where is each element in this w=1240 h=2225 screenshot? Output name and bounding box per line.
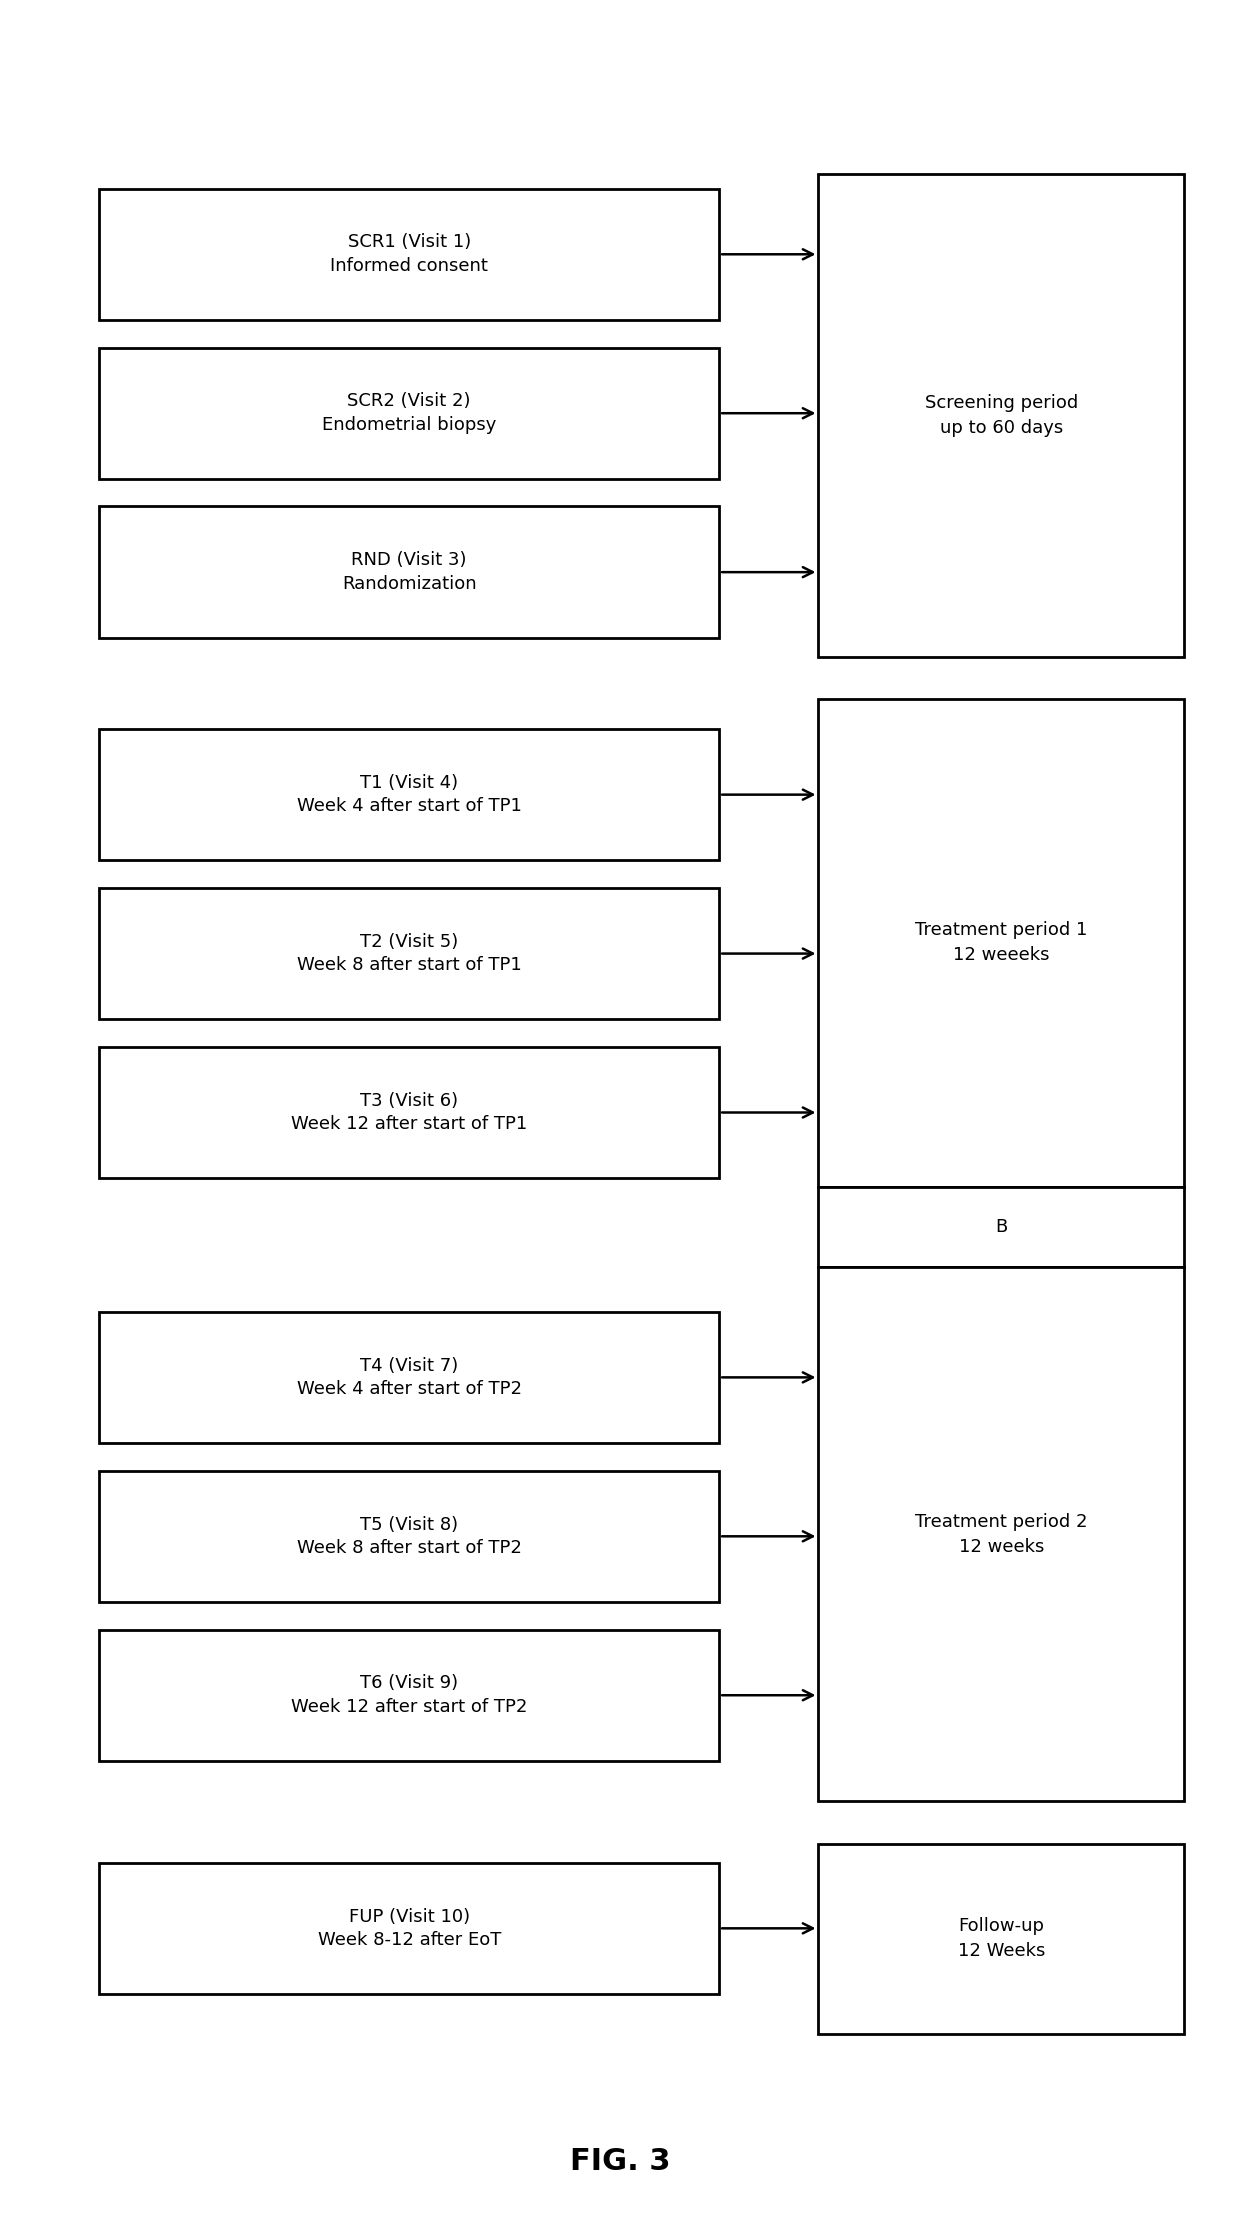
Text: FIG. 3: FIG. 3 bbox=[569, 2147, 671, 2176]
Text: Follow-up
12 Weeks: Follow-up 12 Weeks bbox=[957, 1918, 1045, 1960]
Text: T2 (Visit 5)
Week 8 after start of TP1: T2 (Visit 5) Week 8 after start of TP1 bbox=[296, 932, 522, 975]
Text: SCR1 (Visit 1)
Informed consent: SCR1 (Visit 1) Informed consent bbox=[330, 234, 489, 276]
FancyBboxPatch shape bbox=[818, 1186, 1184, 1268]
FancyBboxPatch shape bbox=[99, 1862, 719, 1994]
FancyBboxPatch shape bbox=[818, 174, 1184, 656]
FancyBboxPatch shape bbox=[818, 699, 1184, 1186]
Text: Treatment period 1
12 weeeks: Treatment period 1 12 weeeks bbox=[915, 921, 1087, 963]
FancyBboxPatch shape bbox=[99, 1471, 719, 1602]
FancyBboxPatch shape bbox=[99, 189, 719, 320]
Text: SCR2 (Visit 2)
Endometrial biopsy: SCR2 (Visit 2) Endometrial biopsy bbox=[322, 392, 496, 434]
FancyBboxPatch shape bbox=[818, 1268, 1184, 1802]
Text: T6 (Visit 9)
Week 12 after start of TP2: T6 (Visit 9) Week 12 after start of TP2 bbox=[291, 1675, 527, 1715]
Text: Treatment period 2
12 weeks: Treatment period 2 12 weeks bbox=[915, 1513, 1087, 1555]
Text: Screening period
up to 60 days: Screening period up to 60 days bbox=[925, 394, 1078, 436]
FancyBboxPatch shape bbox=[818, 1845, 1184, 2034]
Text: T3 (Visit 6)
Week 12 after start of TP1: T3 (Visit 6) Week 12 after start of TP1 bbox=[291, 1092, 527, 1133]
FancyBboxPatch shape bbox=[99, 507, 719, 639]
Text: T5 (Visit 8)
Week 8 after start of TP2: T5 (Visit 8) Week 8 after start of TP2 bbox=[296, 1515, 522, 1558]
FancyBboxPatch shape bbox=[99, 347, 719, 478]
FancyBboxPatch shape bbox=[99, 730, 719, 861]
Text: T4 (Visit 7)
Week 4 after start of TP2: T4 (Visit 7) Week 4 after start of TP2 bbox=[296, 1357, 522, 1397]
Text: T1 (Visit 4)
Week 4 after start of TP1: T1 (Visit 4) Week 4 after start of TP1 bbox=[296, 774, 522, 814]
FancyBboxPatch shape bbox=[99, 888, 719, 1019]
FancyBboxPatch shape bbox=[99, 1046, 719, 1179]
FancyBboxPatch shape bbox=[99, 1313, 719, 1444]
FancyBboxPatch shape bbox=[99, 1629, 719, 1760]
Text: B: B bbox=[996, 1217, 1007, 1235]
Text: RND (Visit 3)
Randomization: RND (Visit 3) Randomization bbox=[342, 552, 476, 592]
Text: FUP (Visit 10)
Week 8-12 after EoT: FUP (Visit 10) Week 8-12 after EoT bbox=[317, 1907, 501, 1949]
